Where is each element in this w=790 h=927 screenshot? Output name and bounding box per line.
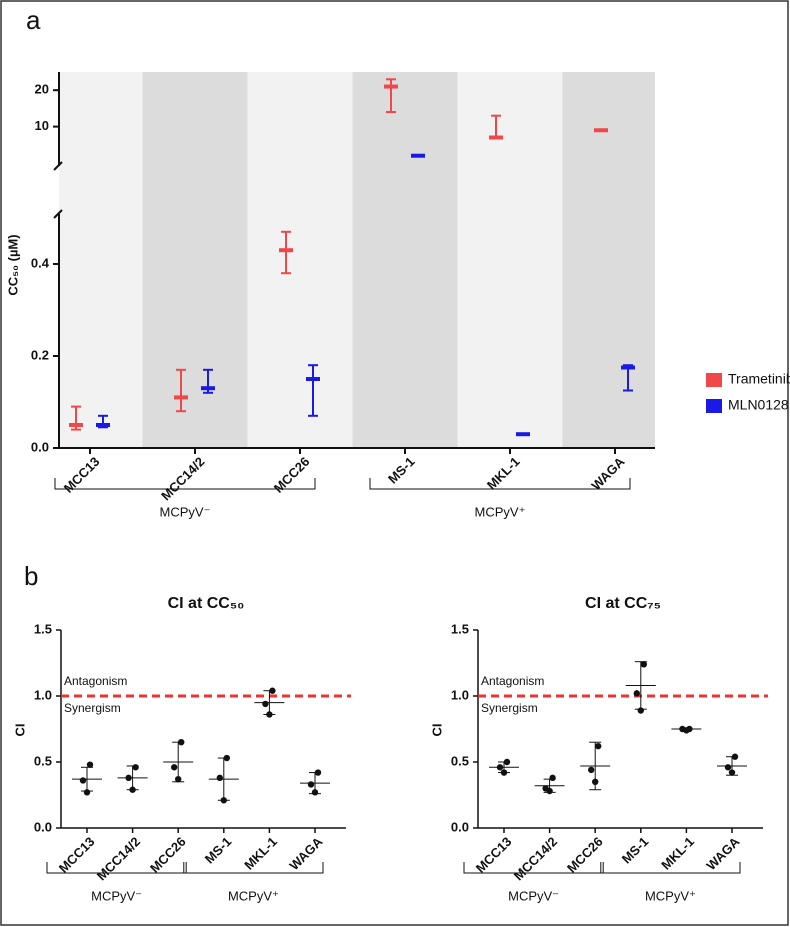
y-tick-label: 1.0 xyxy=(451,687,469,702)
panel-label: a xyxy=(26,5,41,35)
data-point xyxy=(178,739,185,746)
y-tick-label: 20 xyxy=(35,82,49,97)
data-point xyxy=(588,766,595,774)
y-tick-label: 1.0 xyxy=(34,687,52,702)
y-tick-label: 1.5 xyxy=(451,621,469,636)
legend-swatch xyxy=(706,373,722,387)
data-point xyxy=(731,753,739,760)
data-point xyxy=(79,777,87,784)
data-point xyxy=(311,789,319,796)
group-label: MCPyV⁻ xyxy=(160,504,211,519)
data-point xyxy=(724,764,732,771)
reference-above: Antagonism xyxy=(64,674,127,688)
y-tick-label: 0.0 xyxy=(451,819,469,834)
data-point xyxy=(307,781,315,788)
column-band xyxy=(562,72,655,448)
reference-below: Synergism xyxy=(481,701,538,715)
reference-below: Synergism xyxy=(64,701,121,715)
group-label: MCPyV⁺ xyxy=(475,504,526,519)
column-band xyxy=(457,72,563,448)
group-bracket xyxy=(463,862,604,874)
y-tick-label: 0.5 xyxy=(34,753,52,768)
column-band xyxy=(247,72,353,448)
data-point xyxy=(592,778,599,785)
panel-label: b xyxy=(24,561,38,591)
y-axis-label: CI xyxy=(12,724,27,737)
data-point xyxy=(595,742,602,750)
group-label: MCPyV⁻ xyxy=(91,888,142,903)
y-tick-label: 0.4 xyxy=(31,255,50,270)
y-tick-label: 0.2 xyxy=(31,347,49,362)
group-bracket xyxy=(600,862,741,874)
data-point xyxy=(129,786,136,793)
column-band xyxy=(59,72,143,448)
y-tick-label: 10 xyxy=(35,118,49,133)
group-label: MCPyV⁺ xyxy=(228,888,279,903)
data-point xyxy=(549,774,556,782)
group-label: MCPyV⁻ xyxy=(508,888,559,903)
data-point xyxy=(216,774,223,782)
y-axis-label: CI xyxy=(429,724,444,737)
axis-break xyxy=(53,161,63,171)
data-point xyxy=(175,775,182,783)
data-point xyxy=(220,797,227,804)
data-point xyxy=(314,769,322,776)
data-point xyxy=(86,761,94,768)
axis-break xyxy=(53,209,63,219)
group-bracket xyxy=(46,862,187,874)
group-label: MCPyV⁺ xyxy=(645,888,696,903)
group-bracket xyxy=(369,478,631,490)
group-bracket xyxy=(54,478,316,490)
column-band xyxy=(352,72,458,448)
data-point xyxy=(266,711,273,718)
data-point xyxy=(496,764,504,771)
legend-swatch xyxy=(706,399,722,413)
y-tick-label: 0.5 xyxy=(451,753,469,768)
data-point xyxy=(500,769,508,776)
chart-title: CI at CC₅₀ xyxy=(168,595,245,612)
data-point xyxy=(269,687,276,694)
data-point xyxy=(125,774,132,782)
reference-above: Antagonism xyxy=(481,674,544,688)
data-point xyxy=(503,758,511,766)
data-point xyxy=(223,754,230,762)
group-bracket xyxy=(183,862,324,874)
chart-title: CI at CC₇₅ xyxy=(585,595,661,612)
y-tick-label: 0.0 xyxy=(31,439,49,454)
y-tick-label: 0.0 xyxy=(34,819,52,834)
data-point xyxy=(637,707,644,714)
legend-label: Trametinib xyxy=(728,371,790,387)
y-tick-label: 1.5 xyxy=(34,621,52,636)
data-point xyxy=(171,764,178,771)
data-point xyxy=(633,690,640,697)
data-point xyxy=(728,769,736,776)
data-point xyxy=(83,789,91,796)
data-point xyxy=(132,764,139,771)
y-axis-label: CC₅₀ (µM) xyxy=(5,234,20,295)
data-point xyxy=(683,727,690,734)
data-point xyxy=(262,700,269,708)
data-point xyxy=(640,661,647,668)
column-band xyxy=(142,72,248,448)
data-point xyxy=(546,787,553,795)
legend-label: MLN0128 xyxy=(728,397,789,413)
